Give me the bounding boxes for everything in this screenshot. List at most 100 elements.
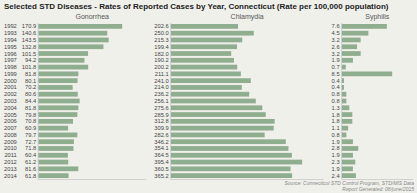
data-label: 3.2 [332, 37, 340, 43]
data-label: 1.8 [332, 112, 340, 118]
data-label: 84.4 [25, 98, 37, 104]
category-label: 2010 [4, 145, 17, 151]
data-label: 70.8 [25, 118, 36, 124]
data-label: 1.9 [332, 139, 340, 145]
data-label: 360.5 [154, 166, 168, 172]
bar [171, 166, 291, 171]
data-label: 0.4 [332, 84, 341, 90]
data-label: 364.5 [154, 152, 168, 158]
bar [342, 85, 344, 90]
bars [38, 24, 122, 178]
bar [342, 65, 346, 70]
data-label: 1.9 [332, 152, 340, 158]
category-label: 1995 [4, 44, 17, 50]
category-label: 2003 [4, 98, 17, 104]
data-label: 0.8 [332, 98, 340, 104]
bar [342, 71, 393, 76]
bar [171, 92, 250, 97]
bar [38, 24, 122, 29]
category-label: 1999 [4, 71, 17, 77]
bar [342, 51, 361, 56]
data-label: 312.8 [154, 118, 168, 124]
bar [38, 139, 74, 144]
bar [171, 146, 289, 151]
bar [342, 24, 387, 29]
data-label: 79.8 [25, 112, 36, 118]
data-label: 70.2 [25, 84, 36, 90]
bar [38, 51, 88, 56]
category-label: 2002 [4, 91, 17, 97]
bar [171, 51, 232, 56]
annotation: Source: Connecticut STD Control Program,… [285, 180, 415, 192]
data-label: 0.4 [332, 78, 341, 84]
data-label: 170.9 [22, 23, 36, 29]
data-label: 79.7 [25, 132, 36, 138]
data-label: 94.2 [25, 57, 36, 63]
bar [38, 112, 77, 117]
bar [38, 173, 68, 178]
panel-title: Chlamydia [231, 13, 264, 21]
category-label: 2000 [4, 78, 17, 84]
data-label: 143.5 [22, 37, 36, 43]
category-label: 1994 [4, 37, 18, 43]
bar [38, 92, 78, 97]
category-label: 1996 [4, 51, 17, 57]
category-label: 2012 [4, 159, 17, 165]
data-label: 60.9 [25, 125, 36, 131]
bar [171, 38, 243, 43]
bars [342, 24, 393, 178]
bar [342, 166, 353, 171]
bar [171, 44, 237, 49]
data-label: 285.9 [154, 112, 168, 118]
data-label: 395.4 [154, 159, 169, 165]
data-label: 256.1 [154, 98, 168, 104]
data-label: 282.6 [154, 132, 168, 138]
data-label: 1.9 [332, 57, 340, 63]
data-label: 354.1 [154, 145, 168, 151]
y-axis-line [341, 23, 342, 180]
category-label: 2005 [4, 112, 17, 118]
category-label: 2004 [4, 105, 18, 111]
data-label: 8.5 [332, 71, 340, 77]
bar [171, 133, 265, 138]
bar [38, 166, 78, 171]
bar [342, 160, 356, 165]
bar [342, 38, 361, 43]
bar [171, 112, 266, 117]
bar [342, 44, 357, 49]
data-label: 61.2 [25, 159, 36, 165]
data-label: 61.8 [25, 173, 36, 179]
data-label: 1.9 [332, 166, 340, 172]
bar [171, 153, 292, 158]
panel-title: Gonorrhea [75, 13, 109, 20]
chart: Selected STD Diseases - Rates of Reporte… [0, 0, 417, 193]
bar [342, 78, 344, 83]
data-label: 0.8 [332, 132, 340, 138]
bar [171, 78, 251, 83]
data-label: 4.5 [332, 30, 340, 36]
data-label: 365.2 [154, 173, 168, 179]
data-label: 81.8 [25, 71, 36, 77]
data-label: 211.1 [155, 71, 169, 77]
data-label: 101.8 [22, 64, 36, 70]
bar [38, 44, 103, 49]
data-label: 1.8 [332, 118, 340, 124]
data-label: 1.1 [332, 125, 340, 131]
data-label: 101.5 [22, 51, 36, 57]
category-label: 2008 [4, 132, 17, 138]
data-label: 80.6 [25, 91, 36, 97]
bar [38, 160, 68, 165]
bar [38, 99, 79, 104]
bar [342, 31, 369, 36]
annotation-line: Report Generated: 08/june/2015 [342, 186, 414, 192]
data-label: 2.4 [332, 173, 341, 179]
bar [38, 85, 72, 90]
bar [38, 38, 109, 43]
bar [342, 146, 359, 151]
category-label: 2011 [4, 152, 16, 158]
panel: Chlamydia202.6250.0215.3199.4182.0190.22… [154, 13, 323, 180]
data-label: 236.2 [154, 91, 168, 97]
category-label: 2001 [4, 84, 17, 90]
bars [171, 24, 302, 178]
bar [38, 119, 73, 124]
